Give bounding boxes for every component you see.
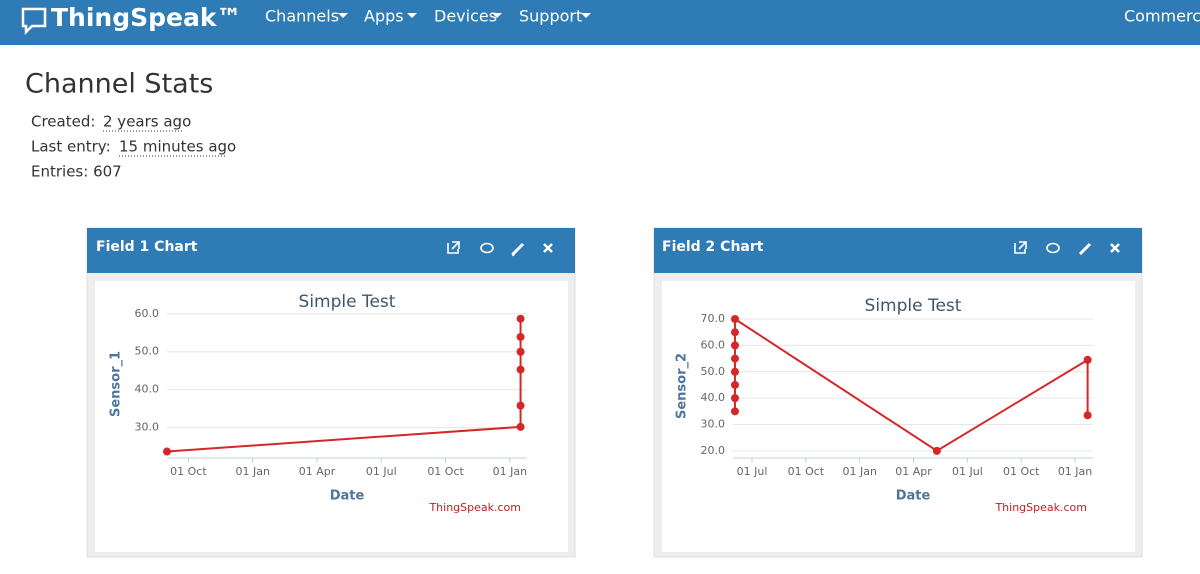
caret [407, 13, 417, 18]
x-tick-label: 01 Oct [170, 465, 207, 478]
data-point [516, 365, 525, 374]
comment-icon[interactable] [480, 242, 494, 254]
data-point [730, 341, 739, 350]
widget-title: Field 1 Chart [96, 239, 198, 255]
widget: Field 1 Chart [86, 227, 576, 558]
menu-item[interactable]: Apps [364, 7, 404, 26]
data-point [730, 315, 739, 324]
y-tick-label: 30.0 [135, 421, 160, 434]
chart-area [662, 281, 1135, 552]
y-tick-label: 50.0 [701, 365, 726, 378]
y-tick-label: 60.0 [135, 307, 160, 320]
widget-title: Field 2 Chart [662, 239, 764, 255]
data-point [730, 367, 739, 376]
caret [492, 13, 502, 18]
open-icon[interactable] [1014, 241, 1027, 254]
menu-item[interactable]: Support [519, 7, 582, 26]
data-point [1083, 355, 1092, 364]
credit: ThingSpeak.com [994, 501, 1087, 514]
y-tick-label: 40.0 [701, 391, 726, 404]
value: 2 years ago [103, 113, 191, 131]
close-icon[interactable] [1110, 243, 1120, 253]
data-point [730, 407, 739, 416]
chart-title: Simple Test [865, 296, 962, 316]
x-tick-label: 01 Jan [842, 465, 876, 478]
navbar [0, 0, 1200, 45]
menu-item[interactable]: Commercial Use [1124, 7, 1200, 26]
data-point [516, 347, 525, 356]
data-point [516, 332, 525, 341]
chart-area [95, 281, 568, 552]
data-point [730, 394, 739, 403]
edit-icon[interactable] [1078, 242, 1092, 256]
x-tick-label: 01 Jul [952, 465, 983, 478]
data-point [1083, 411, 1092, 420]
y-axis-label: Sensor_2 [675, 353, 690, 419]
x-axis-label: Date [896, 489, 931, 504]
x-tick-label: 01 Jul [366, 465, 397, 478]
menu-item[interactable]: Devices [434, 7, 497, 26]
data-point [516, 314, 525, 323]
brand[interactable]: ThingSpeak™ [51, 3, 241, 32]
y-tick-label: 40.0 [135, 383, 160, 396]
x-tick-label: 01 Jan [235, 465, 269, 478]
x-tick-label: 01 Jul [737, 465, 768, 478]
y-tick-label: 50.0 [135, 345, 160, 358]
widget-header [87, 228, 575, 273]
data-point [516, 422, 525, 431]
y-tick-label: 20.0 [701, 444, 726, 457]
y-tick-label: 70.0 [701, 312, 726, 325]
caret [581, 13, 591, 18]
y-axis-label: Sensor_1 [109, 351, 124, 417]
x-tick-label: 01 Apr [299, 465, 336, 478]
x-tick-label: 01 Oct [788, 465, 825, 478]
open-icon[interactable] [447, 241, 460, 254]
x-axis-label: Date [330, 489, 365, 504]
data-point [516, 401, 525, 410]
close-icon[interactable] [543, 243, 553, 253]
data-point [730, 328, 739, 337]
y-tick-label: 60.0 [701, 338, 726, 351]
logo-icon[interactable] [21, 7, 47, 36]
menu-item[interactable]: Channels [265, 7, 339, 26]
data-point [730, 380, 739, 389]
page-title: Channel Stats [25, 69, 213, 100]
x-tick-label: 01 Jan [1058, 465, 1092, 478]
y-tick-label: 30.0 [701, 418, 726, 431]
data-point [163, 447, 171, 456]
x-tick-label: 01 Oct [427, 465, 464, 478]
label: Last entry: [31, 138, 111, 156]
chart-title: Simple Test [299, 292, 396, 312]
credit: ThingSpeak.com [428, 501, 521, 514]
widget: Field 2 Chart [653, 227, 1143, 558]
label: Created: [31, 113, 95, 131]
x-tick-label: 01 Jan [493, 465, 527, 478]
value: 15 minutes ago [119, 138, 236, 156]
edit-icon[interactable] [511, 242, 525, 257]
x-tick-label: 01 Apr [895, 465, 932, 478]
widget-header [654, 228, 1142, 273]
comment-icon[interactable] [1046, 242, 1060, 254]
data-point [730, 354, 739, 363]
x-tick-label: 01 Oct [1003, 465, 1040, 478]
caret [338, 13, 348, 18]
value: Entries: 607 [31, 163, 122, 181]
data-point [932, 446, 941, 455]
